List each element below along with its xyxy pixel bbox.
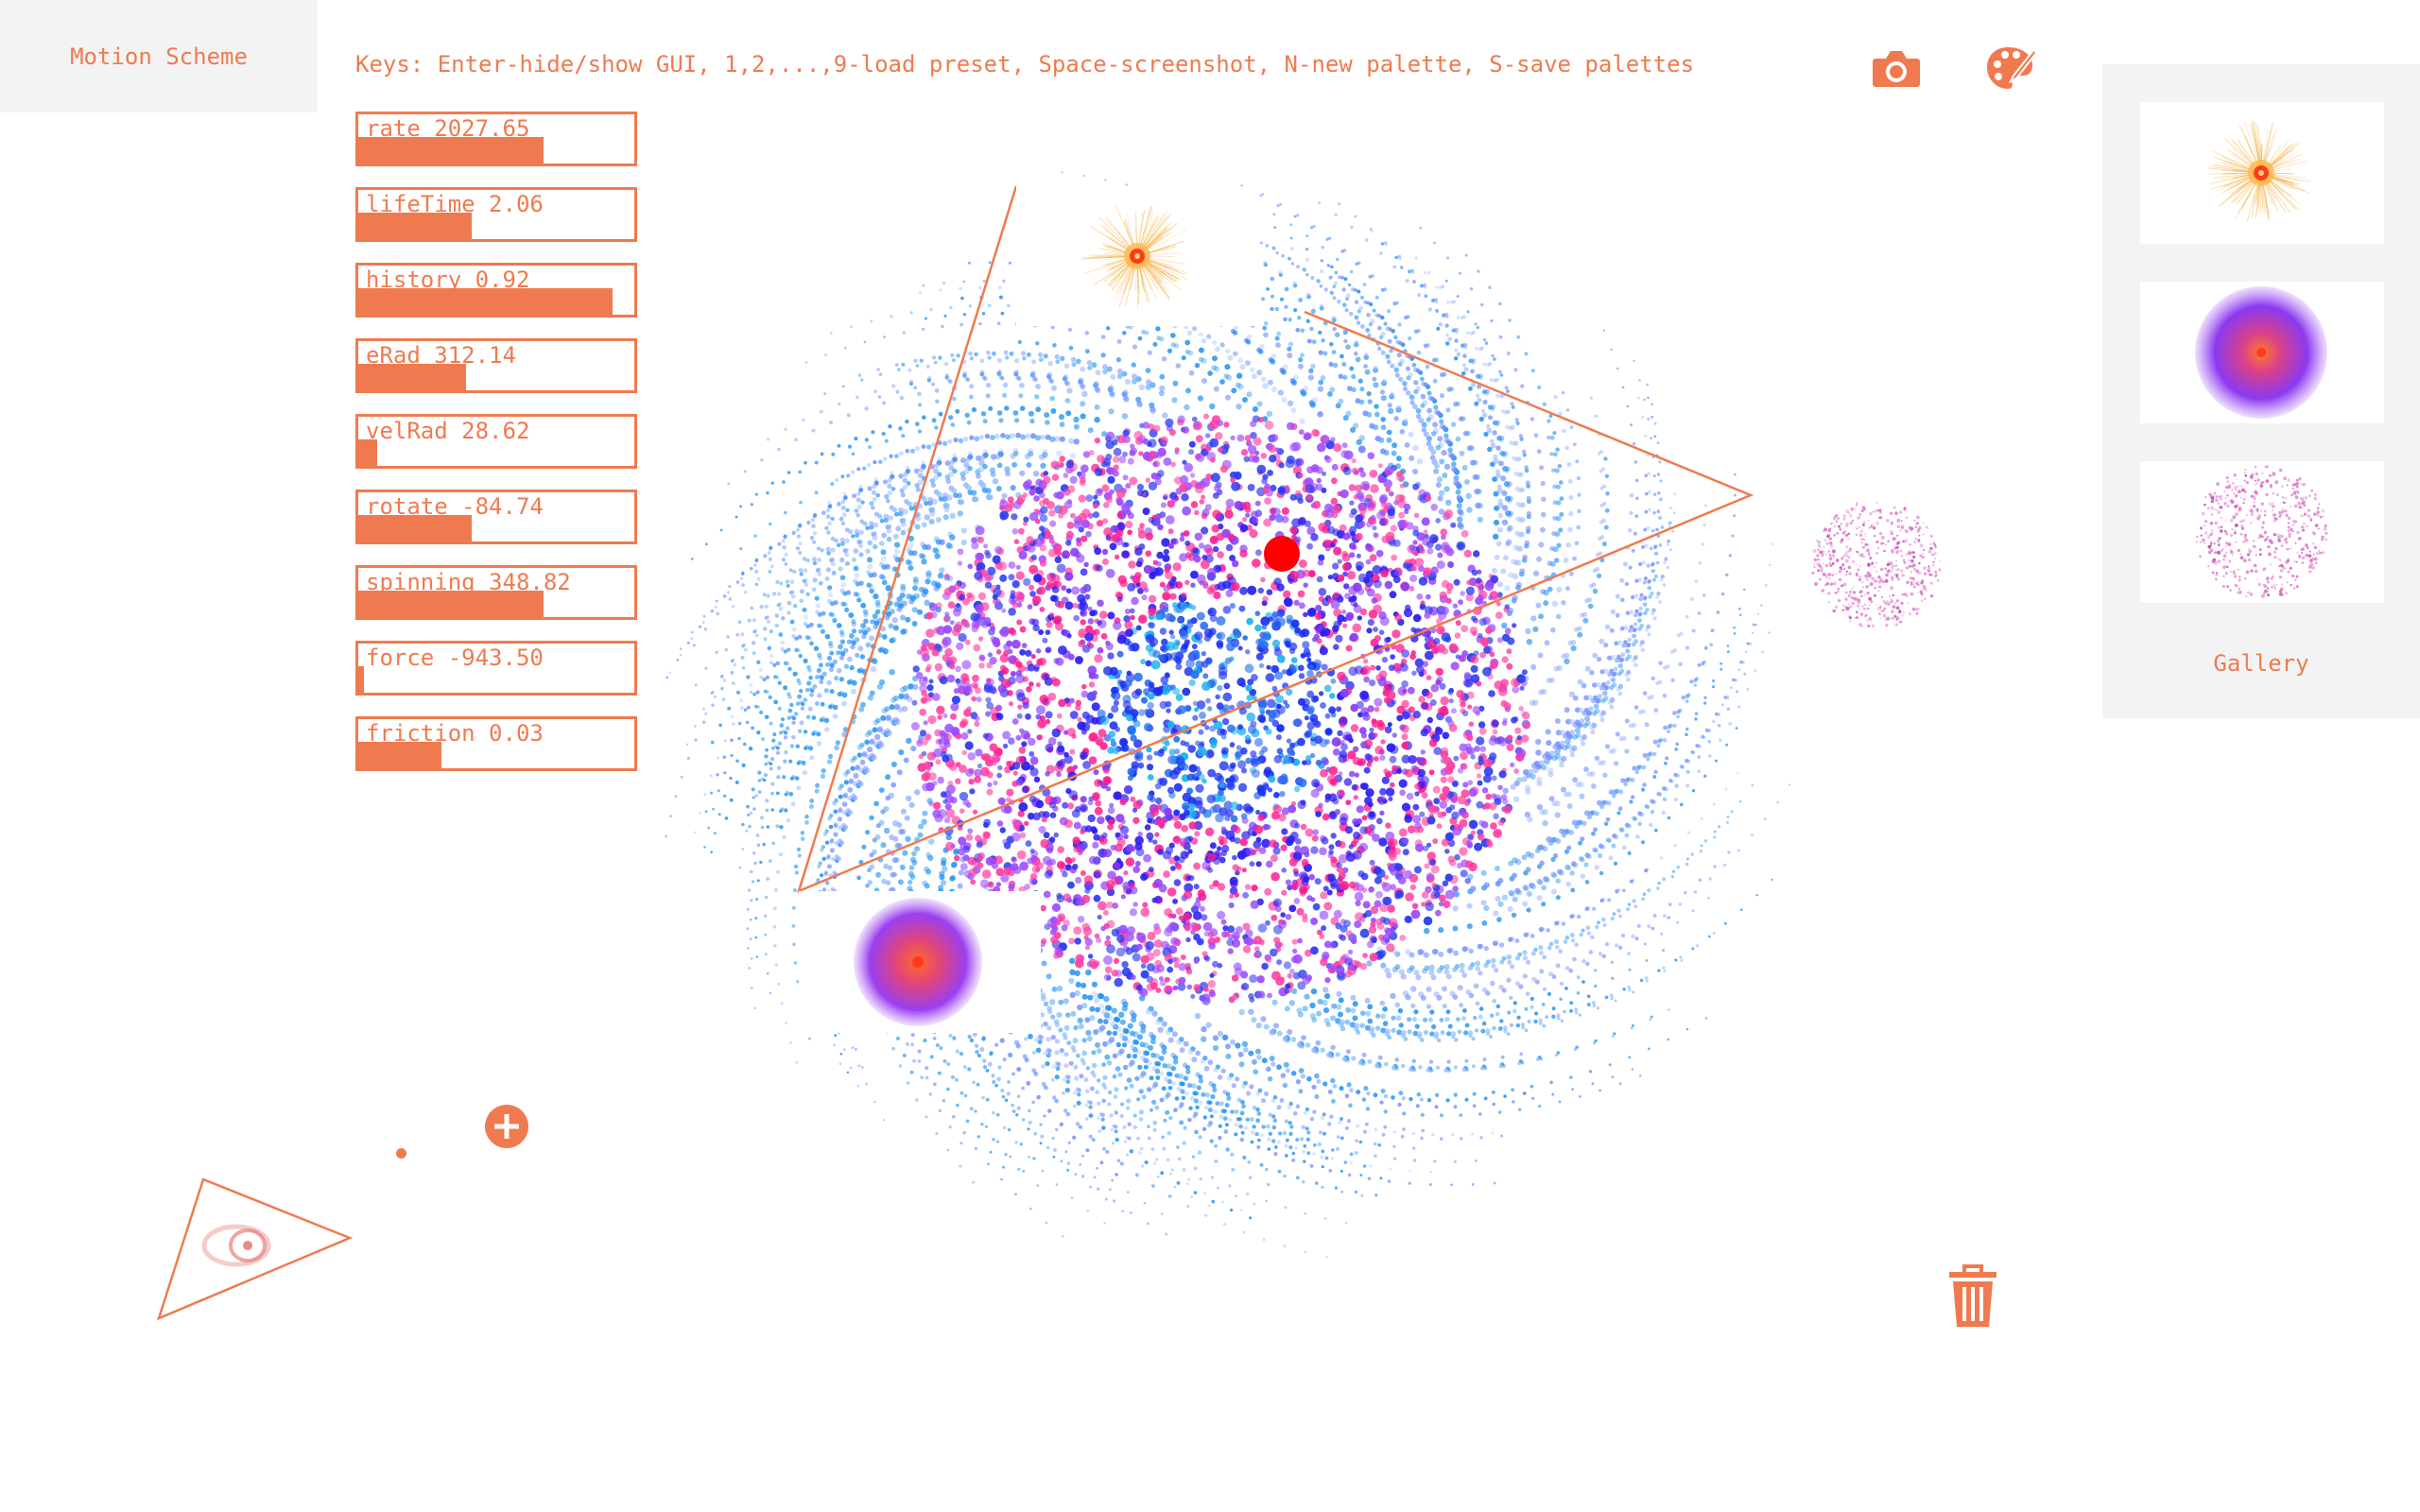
mini-emitter[interactable] — [156, 1177, 354, 1321]
slider-fill — [358, 591, 544, 617]
slider-rate[interactable]: rate 2027.65 — [355, 112, 637, 166]
slider-fill — [358, 288, 613, 315]
slider-friction[interactable]: friction 0.03 — [355, 716, 637, 771]
emitter-triangle-path — [797, 185, 1754, 894]
trash-icon[interactable] — [1945, 1264, 2000, 1329]
dragged-preset-preview[interactable] — [1811, 502, 1942, 628]
slider-label: lifeTime 2.06 — [366, 191, 544, 217]
slider-label: rotate -84.74 — [366, 493, 544, 520]
plus-circle-icon — [485, 1105, 528, 1148]
slider-spinning[interactable]: spinning 348.82 — [355, 565, 637, 620]
emitter-preview-bottom[interactable] — [799, 891, 1041, 1033]
slider-label: force -943.50 — [366, 644, 544, 671]
slider-fill — [358, 213, 472, 239]
slider-label: rate 2027.65 — [366, 115, 530, 142]
add-emitter-button[interactable] — [484, 1104, 529, 1149]
slider-fill — [358, 515, 472, 541]
motion-scheme-label: Motion Scheme — [70, 43, 248, 70]
slider-erad[interactable]: eRad 312.14 — [355, 338, 637, 393]
palette-icon[interactable] — [1985, 43, 2038, 93]
slider-label: spinning 348.82 — [366, 569, 571, 595]
gallery-item-purple-disc[interactable] — [2140, 282, 2384, 423]
slider-fill — [358, 137, 544, 163]
slider-fill — [358, 742, 441, 768]
mini-emitter-preview — [201, 1224, 271, 1267]
gallery-item-pink-dust[interactable] — [2140, 461, 2384, 603]
gallery-panel: Gallery — [2102, 64, 2420, 718]
slider-label: history 0.92 — [366, 266, 530, 293]
camera-icon[interactable] — [1872, 47, 1921, 89]
particle-swirl — [665, 171, 1791, 1259]
slider-fill — [358, 439, 378, 466]
slider-fill — [358, 666, 364, 693]
slider-label: eRad 312.14 — [366, 342, 516, 369]
keys-hint: Keys: Enter-hide/show GUI, 1,2,...,9-loa… — [355, 51, 1695, 77]
emitter-preview-top[interactable] — [1016, 186, 1260, 326]
slider-lifetime[interactable]: lifeTime 2.06 — [355, 187, 637, 242]
mini-emitter-triangle — [156, 1177, 354, 1321]
parameter-sliders: rate 2027.65 lifeTime 2.06 history 0.92 … — [355, 112, 641, 792]
slider-history[interactable]: history 0.92 — [355, 263, 637, 318]
motion-scheme-tab[interactable]: Motion Scheme — [0, 0, 318, 112]
cursor-dot — [396, 1148, 406, 1159]
slider-label: velRad 28.62 — [366, 418, 530, 444]
slider-label: friction 0.03 — [366, 720, 544, 747]
slider-velrad[interactable]: velRad 28.62 — [355, 414, 637, 469]
emitter-triangle[interactable] — [797, 185, 1754, 894]
slider-rotate[interactable]: rotate -84.74 — [355, 490, 637, 544]
gallery-label: Gallery — [2213, 650, 2309, 677]
attractor-marker[interactable] — [1264, 536, 1300, 572]
slider-fill — [358, 364, 466, 390]
slider-force[interactable]: force -943.50 — [355, 641, 637, 696]
gallery-item-orange-burst[interactable] — [2140, 102, 2384, 244]
